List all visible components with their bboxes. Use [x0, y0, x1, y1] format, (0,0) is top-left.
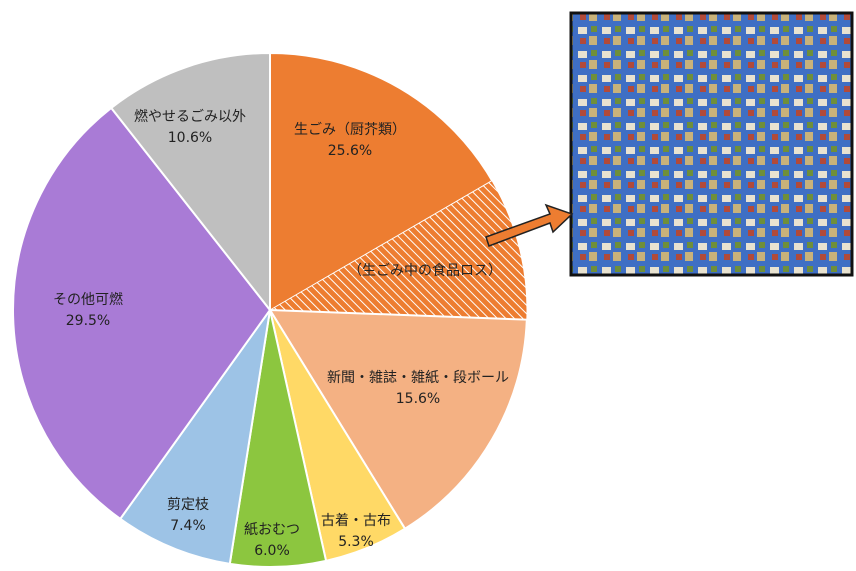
- slice-label: 古着・古布: [321, 513, 391, 529]
- value-label: 29.5%: [66, 313, 110, 329]
- pie-slice: [12, 106, 272, 521]
- value-label: 7.4%: [170, 518, 206, 534]
- pie-slice: [118, 309, 271, 565]
- value-label: 10.6%: [168, 130, 212, 146]
- subsegment-slice: [268, 179, 528, 321]
- slice-label: 紙おむつ: [244, 522, 300, 538]
- value-label: 15.6%: [396, 391, 440, 407]
- slice-label: 燃やせるごみ以外: [134, 108, 246, 125]
- slice-label: その他可燃: [53, 291, 123, 308]
- photo: [569, 11, 854, 277]
- slice-label: 剪定枝: [167, 497, 209, 513]
- pie-slice: [268, 308, 528, 531]
- pie: [12, 51, 528, 568]
- pie-slice: [109, 51, 271, 313]
- value-label: 25.6%: [328, 143, 372, 159]
- value-label: 5.3%: [338, 534, 374, 550]
- slice-label: 生ごみ（厨芥類）: [294, 122, 406, 138]
- arrow: [485, 203, 574, 247]
- slice-label: 新聞・雑誌・雑紙・段ボール: [327, 370, 509, 386]
- subsegment-label: （生ごみ中の食品ロス）: [348, 263, 502, 279]
- value-label: 6.0%: [254, 543, 290, 559]
